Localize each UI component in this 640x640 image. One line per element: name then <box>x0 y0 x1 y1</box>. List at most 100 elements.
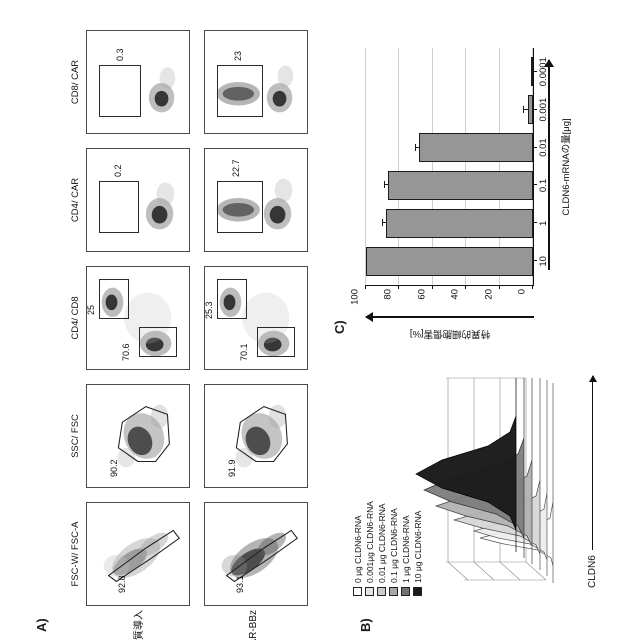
flow-plot-fscw-fsca-cldn6[interactable]: 93.1 <box>204 502 308 606</box>
legend-item[interactable]: 0.1 μg CLDN6-RNA <box>388 501 399 596</box>
dot-cloud <box>101 287 172 357</box>
gate-polygon <box>117 405 170 463</box>
legend-item[interactable]: 0 μg CLDN6-RNA <box>352 501 363 596</box>
legend-swatch-icon <box>353 587 362 596</box>
error-bar <box>523 108 528 110</box>
y-axis-arrow-icon <box>366 316 534 318</box>
gate-cd4 <box>139 327 177 357</box>
cldn6-axis: CLDN6 <box>587 376 598 588</box>
gate-value: 90.2 <box>109 459 119 477</box>
axis-ticks-x <box>189 503 190 605</box>
flow-plot-cd4-cd8-untransduced[interactable]: 70.6 25 <box>86 266 190 370</box>
gate-value: 91.9 <box>227 459 237 477</box>
bar[interactable] <box>386 209 533 238</box>
dot-cloud <box>219 287 290 357</box>
dot-cloud <box>148 67 176 113</box>
flow-plot-cd4-cd8-cldn6[interactable]: 70.1 25.3 <box>204 266 308 370</box>
panel-b-letter: B) <box>358 618 373 632</box>
legend-label: 0.1 μg CLDN6-RNA <box>388 508 399 583</box>
gate-value: 23 <box>233 50 243 61</box>
gate-value-cd8: 25.3 <box>204 301 214 319</box>
column-title-fsc: FSC-W/ FSC-A <box>70 521 81 587</box>
panel-b: B) 0 μg CLDN6-RNA 0.001μg CLDN6-RNA 0.01… <box>352 360 604 632</box>
flow-plot-cd8-car-untransduced[interactable]: 0.3 <box>86 30 190 134</box>
gate-cd8 <box>99 279 129 319</box>
y-tick-label: 40 <box>449 289 461 300</box>
axis-ticks-x <box>307 149 308 251</box>
column-title-cd8-car: CD8/ CAR <box>70 59 81 105</box>
flow-plot-ssc-fsc-cldn6[interactable]: 91.9 <box>204 384 308 488</box>
error-bar <box>383 184 388 186</box>
axis-ticks-x <box>189 149 190 251</box>
legend-swatch-icon <box>401 587 410 596</box>
flow-plot-fscw-fsca-untransduced[interactable]: 92.8 <box>86 502 190 606</box>
y-tick-label: 20 <box>483 289 495 300</box>
row-title-untransduced: 非形質導入 <box>134 610 145 640</box>
y-tick-label: 0 <box>516 289 528 295</box>
column-title-ssc: SSC/ FSC <box>70 414 81 458</box>
axis-ticks-x <box>307 503 308 605</box>
bar[interactable] <box>387 171 533 200</box>
axis-ticks-x <box>307 31 308 133</box>
bar[interactable] <box>366 247 533 276</box>
dot-cloud <box>216 65 294 113</box>
y-tick-label: 60 <box>416 289 428 300</box>
bar-chart-plot-area[interactable]: 0 20 40 60 80 100 <box>350 48 549 305</box>
flow-plot-cd4-car-cldn6[interactable]: 22.7 <box>204 148 308 252</box>
flow-plot-cd4-car-untransduced[interactable]: 0.2 <box>86 148 190 252</box>
gate-value-cd8: 25 <box>86 304 96 315</box>
axis-ticks-y <box>205 369 307 370</box>
dot-cloud <box>103 529 180 583</box>
bar[interactable] <box>419 133 533 162</box>
flow-plot-ssc-fsc-untransduced[interactable]: 90.2 <box>86 384 190 488</box>
histogram-trace-10ug <box>415 378 517 552</box>
legend-item[interactable]: 0.01 μg CLDN6-RNA <box>376 501 387 596</box>
legend-swatch-icon <box>389 587 398 596</box>
gate-polygon <box>225 529 298 583</box>
axis-ticks-y <box>87 133 189 134</box>
cldn6-axis-arrow-icon <box>591 376 594 551</box>
gate-car <box>217 181 263 233</box>
cldn6-axis-label: CLDN6 <box>587 555 598 588</box>
axis-ticks-x <box>307 385 308 487</box>
y-axis-title: 特異的細胞傷害[%] <box>409 328 491 339</box>
panel-a: A) FSC-W/ FSC-A SSC/ FSC CD4/ CD8 CD4/ C… <box>34 28 314 640</box>
axis-ticks-x <box>189 385 190 487</box>
gate-car <box>99 65 141 117</box>
dot-cloud <box>216 178 293 230</box>
gate-value: 22.7 <box>231 159 241 177</box>
gate-value: 92.8 <box>117 575 127 593</box>
dot-cloud <box>145 182 175 230</box>
x-axis-arrow-icon <box>548 60 550 270</box>
row-title-cldn6-car-bbz: CLDN6-CAR-BBz <box>248 610 259 640</box>
gate-car <box>217 65 263 117</box>
legend-swatch-icon <box>365 587 374 596</box>
legend-label: 0.001μg CLDN6-RNA <box>364 501 375 583</box>
gate-value: 0.2 <box>113 164 123 177</box>
dot-cloud <box>235 404 288 468</box>
bar[interactable] <box>531 57 533 86</box>
bar[interactable] <box>528 95 533 124</box>
legend-item[interactable]: 0.001μg CLDN6-RNA <box>364 501 375 596</box>
histogram-canvas <box>415 377 554 583</box>
panel-a-letter: A) <box>34 618 49 632</box>
y-axis-title-wrap: 特異的細胞傷害[%] <box>366 324 534 346</box>
legend-label: 0.01 μg CLDN6-RNA <box>376 503 387 583</box>
x-axis-title: CLDN6-mRNAの量[μg] <box>561 118 572 216</box>
flow-plot-cd8-car-cldn6[interactable]: 23 <box>204 30 308 134</box>
gate-value: 93.1 <box>235 575 245 593</box>
axis-ticks-y <box>87 605 189 606</box>
gate-cd4 <box>257 327 295 357</box>
axis-ticks-y <box>87 369 189 370</box>
axis-ticks-y <box>205 487 307 488</box>
dot-cloud <box>117 404 170 468</box>
axis-ticks-y <box>205 605 307 606</box>
error-bar <box>415 146 420 148</box>
legend-label: 0 μg CLDN6-RNA <box>352 515 363 583</box>
axis-ticks-x <box>307 267 308 369</box>
column-title-cd4-cd8: CD4/ CD8 <box>70 296 81 340</box>
histogram-overlay-plot[interactable] <box>408 376 558 588</box>
panel-c-letter: C) <box>332 320 347 334</box>
